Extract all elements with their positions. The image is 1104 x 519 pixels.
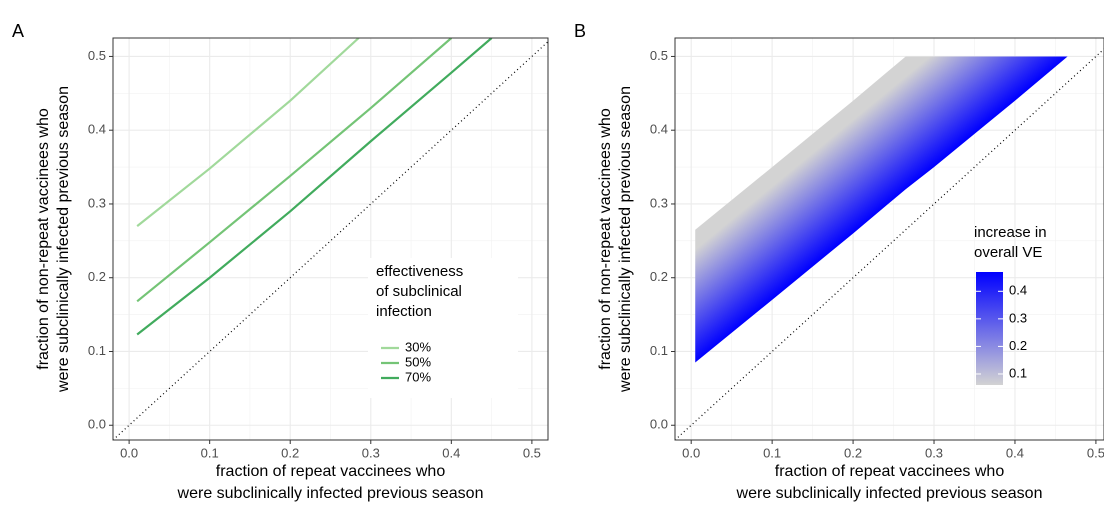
legend-title: increase in	[974, 224, 1047, 241]
colorbar-label: 0.3	[1009, 310, 1027, 325]
x-tick-label: 0.3	[925, 445, 943, 460]
x-tick-label: 0.5	[523, 445, 541, 460]
data-line	[136, 38, 360, 227]
x-axis-label: fraction of repeat vaccinees who	[775, 463, 1005, 480]
legend-label: 50%	[405, 354, 431, 369]
data-line	[136, 38, 493, 336]
y-tick-label: 0.5	[650, 48, 668, 63]
plot-layer	[113, 38, 548, 440]
y-tick-label: 0.1	[88, 343, 106, 358]
y-axis-label: were subclinically infected previous sea…	[55, 86, 72, 393]
x-tick-label: 0.1	[763, 445, 781, 460]
legend-title: of subclinical	[376, 283, 462, 300]
x-axis-label: were subclinically infected previous sea…	[177, 485, 484, 502]
identity-line	[675, 48, 1104, 440]
y-tick-label: 0.3	[88, 195, 106, 210]
y-tick-label: 0.3	[650, 195, 668, 210]
data-line	[136, 38, 453, 303]
y-tick-label: 0.4	[650, 122, 668, 137]
y-tick-label: 0.1	[650, 343, 668, 358]
plot-layer	[675, 48, 1104, 440]
legend-label: 30%	[405, 339, 431, 354]
y-tick-label: 0.0	[88, 417, 106, 432]
colorbar-label: 0.4	[1009, 283, 1027, 298]
plot-border	[112, 37, 549, 441]
panel-label: B	[574, 21, 586, 41]
x-tick-label: 0.3	[362, 445, 380, 460]
legend-box	[368, 258, 518, 398]
x-axis-label: were subclinically infected previous sea…	[736, 485, 1043, 502]
x-tick-label: 0.5	[1087, 445, 1104, 460]
y-tick-label: 0.0	[650, 417, 668, 432]
x-axis-label: fraction of repeat vaccinees who	[216, 463, 446, 480]
colorbar-label: 0.1	[1009, 365, 1027, 380]
x-tick-label: 0.0	[120, 445, 138, 460]
panel-label: A	[12, 21, 24, 41]
y-tick-label: 0.2	[650, 269, 668, 284]
legend-title: overall VE	[974, 244, 1042, 261]
x-tick-label: 0.4	[1006, 445, 1024, 460]
x-tick-label: 0.1	[201, 445, 219, 460]
y-tick-label: 0.2	[88, 269, 106, 284]
x-tick-label: 0.4	[442, 445, 460, 460]
y-axis-label: fraction of non-repeat vaccinees who	[35, 108, 52, 370]
x-tick-label: 0.2	[281, 445, 299, 460]
colorbar	[976, 272, 1003, 385]
colorbar-label: 0.2	[1009, 338, 1027, 353]
legend-title: infection	[376, 303, 432, 320]
region	[695, 56, 1068, 363]
legend-title: effectiveness	[376, 263, 463, 280]
y-axis-label: were subclinically infected previous sea…	[617, 86, 634, 393]
plot-border	[674, 37, 1104, 441]
y-axis-label: fraction of non-repeat vaccinees who	[597, 108, 614, 370]
y-tick-label: 0.5	[88, 48, 106, 63]
legend-label: 70%	[405, 369, 431, 384]
x-tick-label: 0.0	[682, 445, 700, 460]
x-tick-label: 0.2	[844, 445, 862, 460]
y-tick-label: 0.4	[88, 122, 106, 137]
